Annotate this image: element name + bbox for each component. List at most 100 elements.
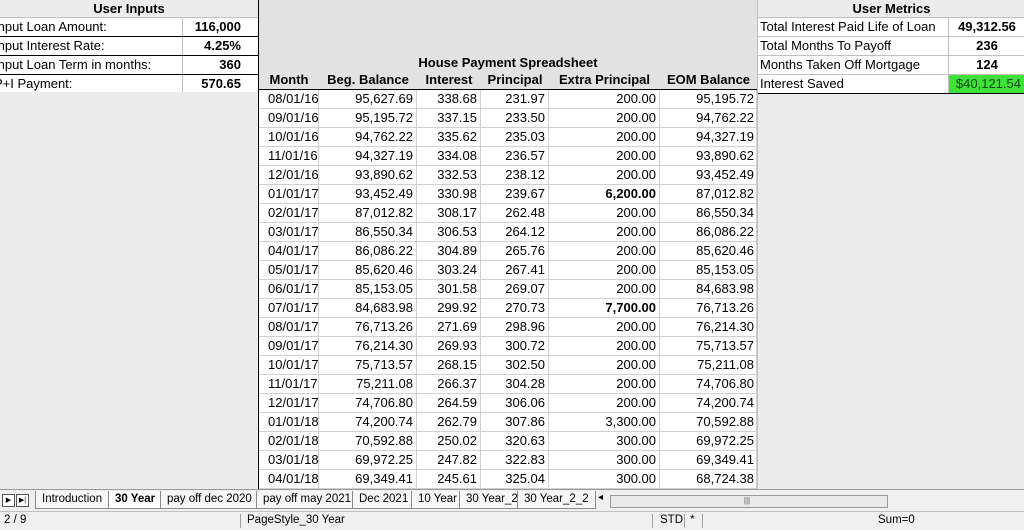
eom-balance-cell[interactable]: 86,550.34 [660, 204, 757, 222]
extra-principal-cell[interactable]: 200.00 [549, 223, 660, 241]
beg-balance-cell[interactable]: 94,762.22 [319, 128, 417, 146]
table-row[interactable]: 06/01/17 85,153.05 301.58 269.07 200.00 84,68… [259, 280, 757, 299]
principal-cell[interactable]: 238.12 [481, 166, 549, 184]
input-row-payment[interactable]: P+I Payment: 570.65 [0, 75, 258, 94]
metric-row-total-interest[interactable]: Total Interest Paid Life of Loan 49,312.… [758, 18, 1024, 37]
input-row-loan-amount[interactable]: Input Loan Amount: 116,000 [0, 18, 258, 37]
eom-balance-cell[interactable]: 85,153.05 [660, 261, 757, 279]
extra-principal-cell[interactable]: 200.00 [549, 204, 660, 222]
beg-balance-cell[interactable]: 95,195.72 [319, 109, 417, 127]
loan-term-cell[interactable]: 360 [219, 57, 241, 72]
table-row[interactable]: 09/01/16 95,195.72 337.15 233.50 200.00 94,76… [259, 109, 757, 128]
principal-cell[interactable]: 300.72 [481, 337, 549, 355]
empty-header-area[interactable] [259, 0, 757, 54]
sum-readout[interactable]: Sum=0 [878, 514, 915, 526]
metric-row-interest-saved[interactable]: Interest Saved $40,121.54 [758, 75, 1024, 94]
month-cell[interactable]: 05/01/17 [259, 261, 319, 279]
beg-balance-cell[interactable]: 75,211.08 [319, 375, 417, 393]
interest-cell[interactable]: 250.02 [417, 432, 481, 450]
extra-principal-cell[interactable]: 200.00 [549, 90, 660, 108]
principal-cell[interactable]: 264.12 [481, 223, 549, 241]
beg-balance-cell[interactable]: 87,012.82 [319, 204, 417, 222]
table-row[interactable]: 04/01/17 86,086.22 304.89 265.76 200.00 85,62… [259, 242, 757, 261]
eom-balance-cell[interactable]: 70,592.88 [660, 413, 757, 431]
month-cell[interactable]: 01/01/17 [259, 185, 319, 203]
eom-balance-cell[interactable]: 86,086.22 [660, 223, 757, 241]
interest-cell[interactable]: 271.69 [417, 318, 481, 336]
month-cell[interactable]: 09/01/17 [259, 337, 319, 355]
principal-cell[interactable]: 235.03 [481, 128, 549, 146]
table-row[interactable]: 12/01/17 74,706.80 264.59 306.06 200.00 74,20… [259, 394, 757, 413]
scrollbar-grip-icon[interactable]: ||| [743, 496, 751, 505]
spreadsheet-grid[interactable]: User Inputs Input Loan Amount: 116,000 I… [0, 0, 1024, 489]
month-cell[interactable]: 08/01/16 [259, 90, 319, 108]
beg-balance-cell[interactable]: 70,592.88 [319, 432, 417, 450]
month-cell[interactable]: 10/01/16 [259, 128, 319, 146]
selection-mode[interactable]: STD [660, 514, 683, 526]
month-cell[interactable]: 09/01/16 [259, 109, 319, 127]
extra-principal-cell[interactable]: 200.00 [549, 147, 660, 165]
beg-balance-cell[interactable]: 86,550.34 [319, 223, 417, 241]
beg-balance-cell[interactable]: 85,620.46 [319, 261, 417, 279]
eom-balance-cell[interactable]: 76,214.30 [660, 318, 757, 336]
table-row[interactable]: 09/01/17 76,214.30 269.93 300.72 200.00 75,71… [259, 337, 757, 356]
extra-principal-cell[interactable]: 200.00 [549, 356, 660, 374]
interest-cell[interactable]: 262.79 [417, 413, 481, 431]
table-row[interactable]: 11/01/17 75,211.08 266.37 304.28 200.00 74,70… [259, 375, 757, 394]
table-row[interactable]: 12/01/16 93,890.62 332.53 238.12 200.00 93,45… [259, 166, 757, 185]
interest-cell[interactable]: 304.89 [417, 242, 481, 260]
month-cell[interactable]: 12/01/17 [259, 394, 319, 412]
table-row[interactable]: 08/01/16 95,627.69 338.68 231.97 200.00 95,19… [259, 90, 757, 109]
sheet-tab[interactable]: 30 Year_2 [459, 491, 525, 509]
extra-principal-cell[interactable]: 200.00 [549, 318, 660, 336]
months-taken-off-cell[interactable]: 124 [976, 57, 998, 72]
sheet-tab[interactable]: pay off dec 2020 [160, 491, 259, 509]
month-cell[interactable]: 02/01/18 [259, 432, 319, 450]
interest-cell[interactable]: 303.24 [417, 261, 481, 279]
beg-balance-cell[interactable]: 84,683.98 [319, 299, 417, 317]
extra-principal-cell[interactable]: 200.00 [549, 166, 660, 184]
table-row[interactable]: 11/01/16 94,327.19 334.08 236.57 200.00 93,89… [259, 147, 757, 166]
eom-balance-cell[interactable]: 84,683.98 [660, 280, 757, 298]
loan-amount-cell[interactable]: 116,000 [194, 19, 241, 34]
interest-cell[interactable]: 335.62 [417, 128, 481, 146]
principal-cell[interactable]: 262.48 [481, 204, 549, 222]
eom-balance-cell[interactable]: 76,713.26 [660, 299, 757, 317]
table-row[interactable]: 08/01/17 76,713.26 271.69 298.96 200.00 76,21… [259, 318, 757, 337]
extra-principal-cell[interactable]: 200.00 [549, 109, 660, 127]
input-row-loan-term[interactable]: Input Loan Term in months: 360 [0, 56, 258, 75]
payment-cell[interactable]: 570.65 [201, 76, 241, 91]
month-cell[interactable]: 04/01/18 [259, 470, 319, 488]
metric-row-months-taken-off[interactable]: Months Taken Off Mortgage 124 [758, 56, 1024, 75]
interest-cell[interactable]: 245.61 [417, 470, 481, 488]
table-row[interactable]: 01/01/17 93,452.49 330.98 239.67 6,200.00 87,… [259, 185, 757, 204]
table-row[interactable]: 01/01/18 74,200.74 262.79 307.86 3,300.00 70,… [259, 413, 757, 432]
interest-cell[interactable]: 301.58 [417, 280, 481, 298]
interest-cell[interactable]: 266.37 [417, 375, 481, 393]
interest-cell[interactable]: 268.15 [417, 356, 481, 374]
beg-balance-cell[interactable]: 74,200.74 [319, 413, 417, 431]
beg-balance-cell[interactable]: 76,214.30 [319, 337, 417, 355]
month-cell[interactable]: 04/01/17 [259, 242, 319, 260]
extra-principal-cell[interactable]: 300.00 [549, 432, 660, 450]
table-row[interactable]: 03/01/18 69,972.25 247.82 322.83 300.00 69,34… [259, 451, 757, 470]
eom-balance-cell[interactable]: 93,890.62 [660, 147, 757, 165]
principal-cell[interactable]: 265.76 [481, 242, 549, 260]
beg-balance-cell[interactable]: 75,713.57 [319, 356, 417, 374]
eom-balance-cell[interactable]: 74,200.74 [660, 394, 757, 412]
beg-balance-cell[interactable]: 76,713.26 [319, 318, 417, 336]
eom-balance-cell[interactable]: 94,327.19 [660, 128, 757, 146]
eom-balance-cell[interactable]: 69,972.25 [660, 432, 757, 450]
month-cell[interactable]: 06/01/17 [259, 280, 319, 298]
interest-cell[interactable]: 308.17 [417, 204, 481, 222]
principal-cell[interactable]: 302.50 [481, 356, 549, 374]
table-row[interactable]: 02/01/17 87,012.82 308.17 262.48 200.00 86,55… [259, 204, 757, 223]
scroll-left-icon[interactable]: ◂ [598, 492, 604, 503]
interest-rate-cell[interactable]: 4.25% [204, 38, 241, 53]
beg-balance-cell[interactable]: 93,452.49 [319, 185, 417, 203]
table-row[interactable]: 10/01/16 94,762.22 335.62 235.03 200.00 94,32… [259, 128, 757, 147]
interest-cell[interactable]: 334.08 [417, 147, 481, 165]
beg-balance-cell[interactable]: 74,706.80 [319, 394, 417, 412]
month-cell[interactable]: 12/01/16 [259, 166, 319, 184]
horizontal-scrollbar[interactable]: ||| [610, 495, 888, 508]
